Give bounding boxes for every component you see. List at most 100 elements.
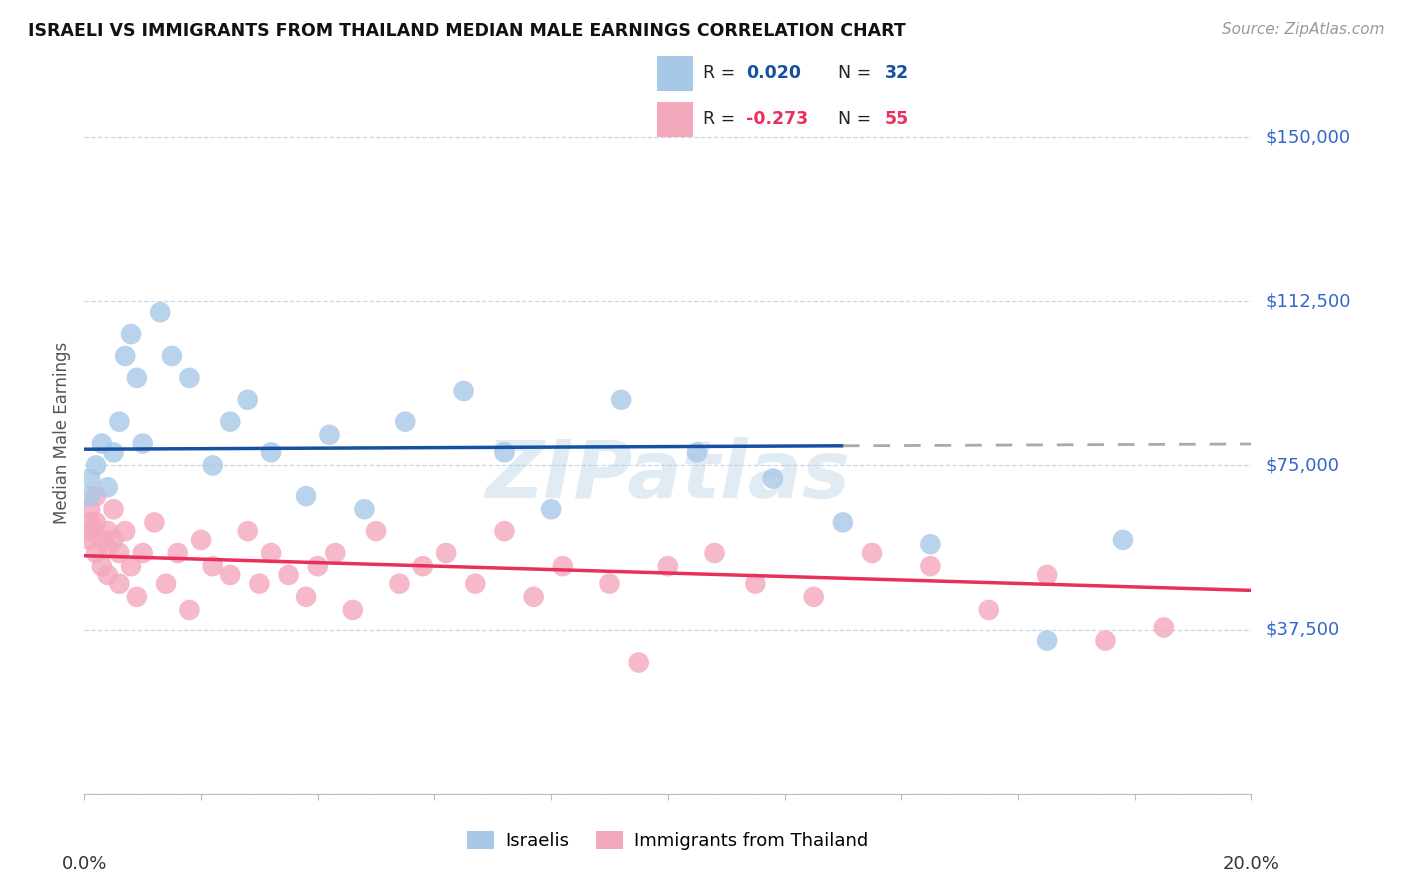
Y-axis label: Median Male Earnings: Median Male Earnings [53,342,72,524]
Point [353,502,375,516]
Point [307,559,329,574]
Point [79,516,101,530]
Point [84,546,107,560]
Point [160,349,183,363]
Point [599,576,621,591]
Point [762,472,785,486]
Point [190,533,212,547]
Text: 55: 55 [884,111,908,128]
Point [79,489,101,503]
Point [453,384,475,398]
Point [103,502,125,516]
Text: 20.0%: 20.0% [1223,855,1279,873]
Point [84,516,107,530]
Point [394,415,416,429]
Point [920,559,942,574]
Point [166,546,188,560]
Point [79,502,101,516]
Point [627,656,650,670]
Point [803,590,825,604]
Point [201,559,224,574]
Point [79,533,101,547]
Point [114,524,136,538]
Point [657,559,679,574]
Point [366,524,388,538]
Text: $150,000: $150,000 [1265,128,1350,146]
Point [125,371,148,385]
Point [114,349,136,363]
Point [744,576,766,591]
Point [686,445,709,459]
Point [1153,620,1175,634]
Point [342,603,364,617]
Point [132,546,155,560]
Point [201,458,224,473]
Point [90,436,112,450]
Point [295,489,318,503]
Text: 0.020: 0.020 [747,64,801,82]
Point [120,559,142,574]
Point [277,568,299,582]
Point [1036,633,1059,648]
Point [860,546,883,560]
Point [179,603,201,617]
Point [494,445,516,459]
Text: Source: ZipAtlas.com: Source: ZipAtlas.com [1222,22,1385,37]
Point [84,489,107,503]
Point [155,576,177,591]
Point [523,590,546,604]
Point [412,559,434,574]
Point [977,603,1000,617]
Point [79,524,101,538]
Point [108,546,131,560]
Point [219,415,242,429]
Point [464,576,486,591]
Text: N =: N = [838,64,877,82]
Point [551,559,574,574]
Point [97,568,120,582]
Point [108,415,131,429]
Point [1094,633,1116,648]
Point [97,541,120,556]
Text: R =: R = [703,64,741,82]
Point [260,445,283,459]
Text: ISRAELI VS IMMIGRANTS FROM THAILAND MEDIAN MALE EARNINGS CORRELATION CHART: ISRAELI VS IMMIGRANTS FROM THAILAND MEDI… [28,22,905,40]
Point [295,590,318,604]
Legend: Israelis, Immigrants from Thailand: Israelis, Immigrants from Thailand [460,823,876,857]
Point [120,327,142,342]
Point [90,559,112,574]
Point [125,590,148,604]
Text: $75,000: $75,000 [1265,457,1340,475]
Text: 32: 32 [884,64,908,82]
Point [103,533,125,547]
Point [108,576,131,591]
Point [103,445,125,459]
Point [323,546,346,560]
Text: R =: R = [703,111,741,128]
Point [219,568,242,582]
Point [1112,533,1135,547]
Point [434,546,457,560]
Point [610,392,633,407]
FancyBboxPatch shape [657,56,693,91]
Point [90,533,112,547]
FancyBboxPatch shape [657,102,693,137]
Point [149,305,172,319]
Point [703,546,725,560]
Text: N =: N = [838,111,877,128]
Point [249,576,271,591]
Point [143,516,166,530]
Point [236,524,259,538]
Text: $112,500: $112,500 [1265,293,1351,310]
Point [318,427,340,442]
Text: -0.273: -0.273 [747,111,808,128]
Point [920,537,942,551]
Text: $37,500: $37,500 [1265,621,1340,639]
Text: ZIPatlas: ZIPatlas [485,437,851,515]
Text: 0.0%: 0.0% [62,855,107,873]
Point [494,524,516,538]
Point [236,392,259,407]
Point [79,472,101,486]
Point [179,371,201,385]
Point [84,458,107,473]
